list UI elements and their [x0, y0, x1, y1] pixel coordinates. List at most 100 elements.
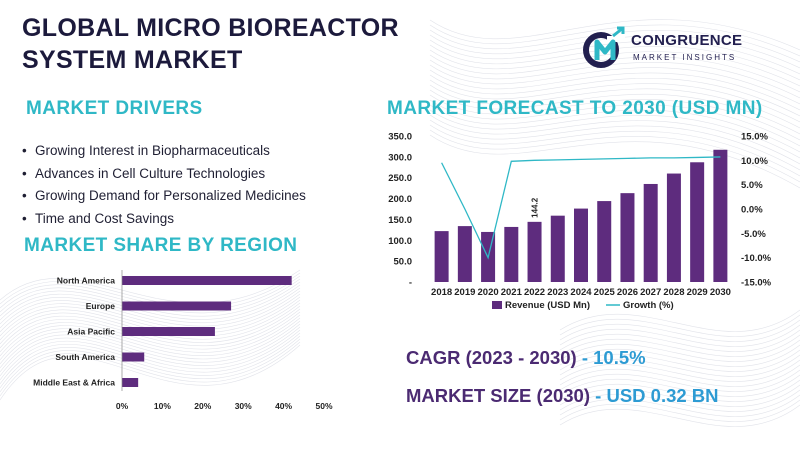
wave-line — [429, 44, 800, 81]
legend-bar-swatch — [492, 301, 502, 309]
right-axis-tick: -15.0% — [741, 278, 772, 289]
right-axis-tick: 0.0% — [741, 205, 763, 216]
wave-line — [429, 59, 800, 99]
region-x-tick: 0% — [116, 401, 129, 411]
wave-line — [559, 394, 800, 417]
wave-line — [0, 290, 301, 329]
logo-name: CONGRUENCE — [631, 32, 743, 49]
region-x-tick: 20% — [194, 401, 211, 411]
wave-line — [0, 299, 301, 341]
bullet-icon: • — [22, 210, 27, 226]
wave-line — [0, 320, 301, 369]
right-axis-tick: -10.0% — [741, 253, 772, 264]
wave-line — [559, 404, 800, 427]
year-tick: 2025 — [594, 287, 616, 298]
year-tick: 2027 — [640, 287, 661, 298]
wave-line — [0, 296, 301, 337]
revenue-bar-2029 — [690, 162, 705, 282]
bullet-icon: • — [22, 188, 27, 203]
region-bar — [122, 352, 145, 362]
wave-line — [429, 34, 800, 69]
wave-line — [429, 99, 800, 147]
wave-line — [0, 293, 301, 333]
driver-item: • Time and Cost Savings — [22, 208, 306, 231]
legend-growth: Growth (%) — [623, 300, 674, 311]
wave-line — [0, 323, 301, 373]
revenue-bar-2018 — [434, 231, 449, 282]
year-tick: 2024 — [570, 287, 592, 298]
cagr-stat: CAGR (2023 - 2030) - 10.5% — [406, 347, 646, 369]
wave-line — [429, 49, 800, 87]
wave-line — [0, 326, 301, 377]
wave-line — [0, 287, 301, 325]
wave-line — [429, 109, 800, 159]
wave-line — [429, 74, 800, 117]
left-axis-tick: 250.0 — [388, 173, 412, 184]
year-tick: 2020 — [478, 287, 499, 298]
legend-revenue: Revenue (USD Mn) — [505, 300, 590, 311]
left-axis-tick: 350.0 — [388, 132, 412, 143]
wave-line — [429, 54, 800, 93]
wave-line — [429, 94, 800, 141]
region-x-tick: 30% — [235, 401, 252, 411]
wave-line — [429, 129, 800, 183]
revenue-bar-2025 — [597, 201, 612, 282]
right-axis-tick: -5.0% — [741, 229, 766, 240]
title-line-1: GLOBAL MICRO BIOREACTOR — [22, 14, 399, 42]
wave-line — [429, 84, 800, 129]
drivers-list: • Growing Interest in Biopharmaceuticals … — [22, 140, 306, 230]
year-tick: 2026 — [617, 287, 638, 298]
left-axis-tick: 50.0 — [394, 257, 413, 268]
wave-line — [559, 384, 800, 407]
left-axis-tick: - — [409, 278, 412, 289]
market-size-value: - USD 0.32 BN — [590, 385, 719, 406]
revenue-bar-2024 — [574, 208, 588, 282]
region-x-tick: 50% — [315, 401, 332, 411]
region-heading: MARKET SHARE BY REGION — [24, 235, 298, 256]
market-size-label: MARKET SIZE (2030) — [406, 385, 591, 406]
wave-line — [559, 349, 800, 372]
bullet-icon: • — [22, 165, 27, 181]
revenue-bar-2030 — [713, 149, 728, 282]
wave-line — [429, 79, 800, 123]
wave-line — [559, 344, 800, 367]
left-axis-tick: 150.0 — [388, 215, 412, 226]
revenue-bar-2022 — [527, 221, 542, 282]
title-line-2: SYSTEM MARKET — [22, 46, 243, 74]
wave-line — [559, 374, 800, 397]
wave-line — [0, 311, 301, 357]
revenue-bar-2019 — [457, 226, 472, 282]
wave-line — [429, 39, 800, 75]
year-tick: 2022 — [524, 287, 545, 298]
year-tick: 2021 — [501, 287, 523, 298]
region-label: North America — [57, 276, 116, 286]
wave-line — [559, 399, 800, 422]
company-logo: CONGRUENCE MARKET INSIGHTS — [583, 26, 783, 70]
bullet-icon: • — [22, 143, 27, 158]
right-axis-tick: 5.0% — [741, 180, 763, 191]
region-x-tick: 10% — [154, 401, 171, 411]
driver-text: Growing Interest in Biopharmaceuticals — [35, 143, 270, 158]
wave-line — [0, 341, 301, 397]
year-tick: 2018 — [431, 287, 452, 298]
wave-line — [0, 275, 301, 310]
drivers-heading: MARKET DRIVERS — [26, 98, 203, 119]
cagr-value: - 10.5% — [576, 347, 646, 368]
year-tick: 2028 — [663, 287, 684, 298]
wave-line — [429, 134, 800, 189]
year-tick: 2029 — [687, 287, 708, 298]
wave-line — [559, 334, 800, 357]
region-bar — [122, 378, 139, 387]
wave-line — [429, 89, 800, 135]
wave-line — [0, 269, 301, 304]
region-share-chart: North America Europe Asia Pacific South Ame… — [33, 270, 333, 411]
wave-line — [559, 314, 800, 337]
revenue-bar-2026 — [620, 193, 635, 282]
driver-item: • Growing Demand for Personalized Medicin… — [22, 185, 306, 208]
growth-line — [441, 156, 721, 260]
wave-line — [0, 314, 301, 361]
left-axis-tick: 100.0 — [388, 236, 412, 247]
wave-line — [559, 339, 800, 362]
forecast-heading: MARKET FORECAST TO 2030 (USD MN) — [387, 98, 763, 119]
year-tick: 2019 — [454, 287, 475, 298]
